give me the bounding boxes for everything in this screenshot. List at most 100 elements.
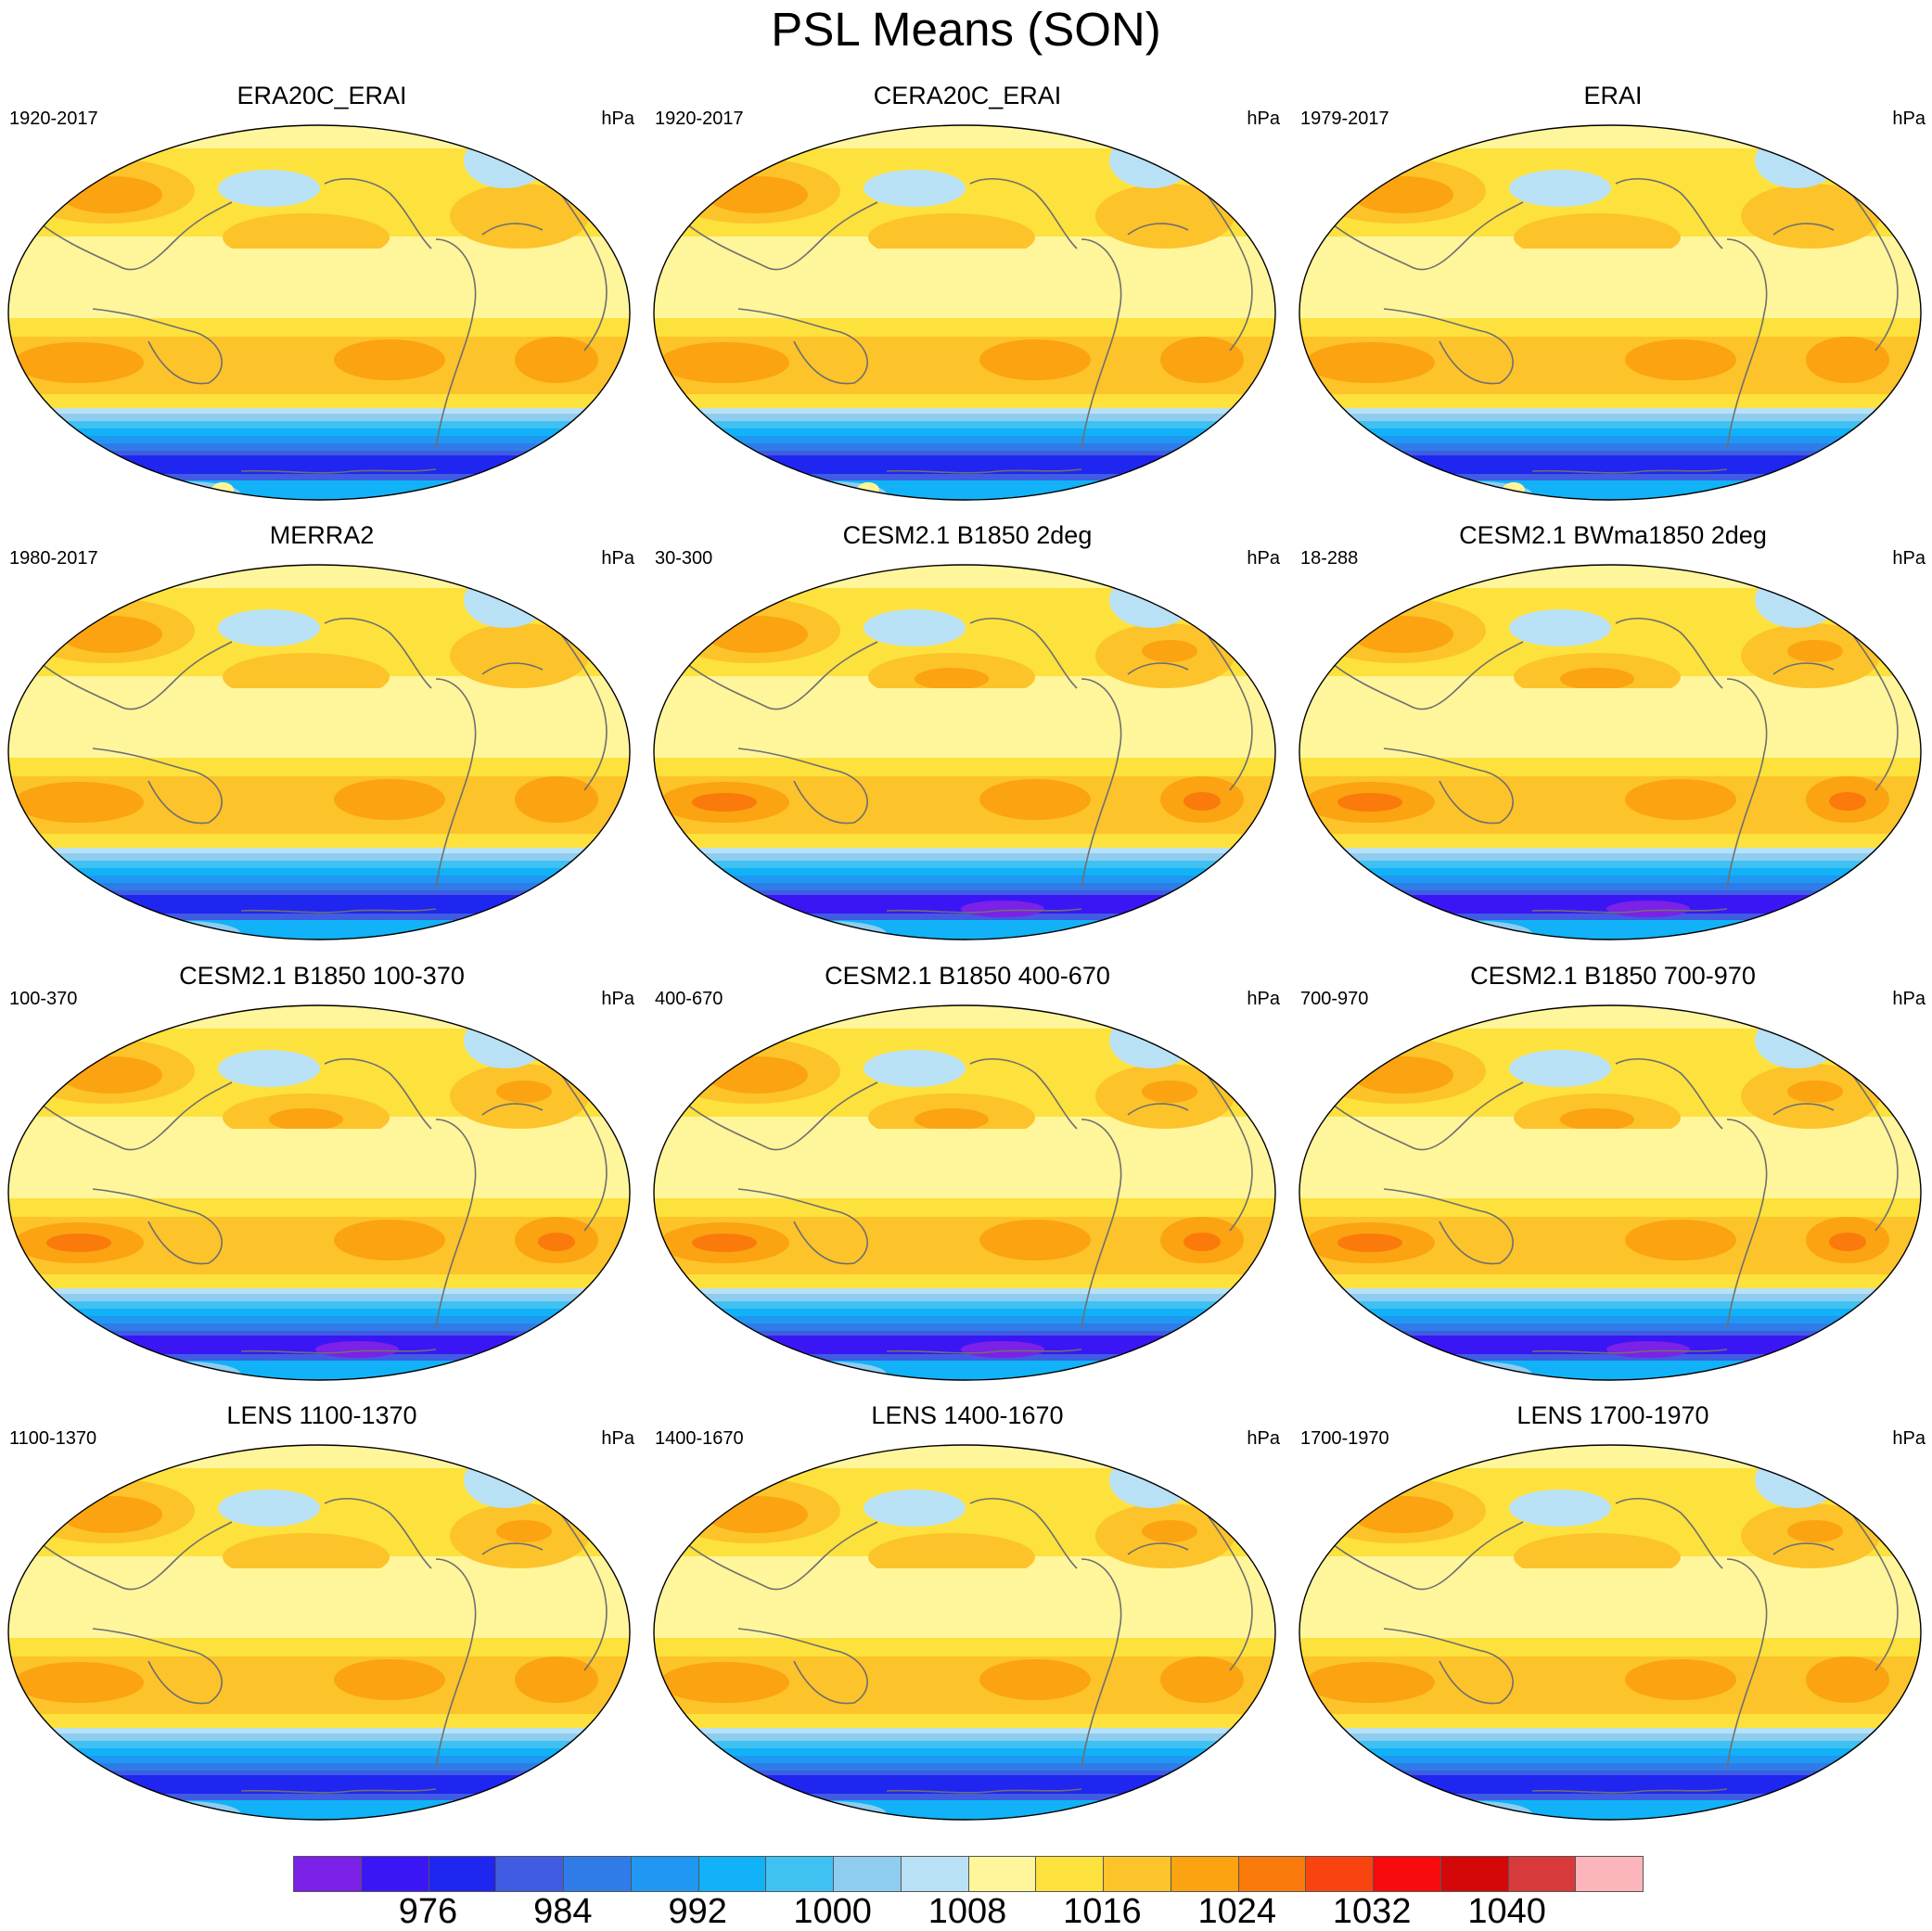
south-atlantic-high-core (1829, 792, 1866, 811)
north-america-coast (1615, 1498, 1723, 1569)
siberian-high-core (706, 1496, 808, 1533)
antarctica (1299, 1800, 1921, 1820)
southern-ocean-band (8, 853, 630, 861)
africa-coast (556, 1068, 608, 1232)
southern-ocean-band (654, 428, 1275, 436)
panel-years: 1979-2017 (1300, 109, 1389, 129)
australia-coast (92, 308, 223, 385)
africa-coast (1201, 627, 1253, 791)
south-pacific-high (334, 1659, 445, 1700)
southern-ocean-band (8, 1748, 630, 1756)
panel-units: hPa (601, 1428, 634, 1449)
southern-ocean-band (654, 1763, 1275, 1772)
south-atlantic-high (1160, 1656, 1244, 1703)
amundsen-low (1606, 1341, 1690, 1358)
southern-ocean-band (1299, 1733, 1921, 1741)
southern-ocean-band (8, 1301, 630, 1309)
africa-coast (1201, 187, 1253, 352)
southern-ocean-band (654, 1741, 1275, 1748)
africa-coast (1847, 1507, 1899, 1671)
southern-ocean-band (8, 1294, 630, 1301)
south-pacific-high (334, 1220, 445, 1260)
southern-ocean-band (8, 1763, 630, 1772)
panel-years: 1920-2017 (9, 109, 98, 129)
psl-map (653, 1004, 1276, 1381)
panel-years: 100-370 (9, 989, 78, 1009)
north-america-coast (324, 1058, 432, 1130)
atlantic-coast (1772, 223, 1835, 236)
panel-units: hPa (1892, 548, 1926, 569)
antarctica-coast (886, 1349, 1082, 1354)
southern-ocean-band (1299, 1316, 1921, 1324)
southern-ocean-band (1299, 1756, 1921, 1763)
southern-ocean-band (8, 1309, 630, 1316)
south-pacific-high (334, 339, 445, 380)
psl-map (1299, 1444, 1922, 1821)
southern-ocean-band (1299, 876, 1921, 883)
north-america-coast (324, 618, 432, 689)
colorbar-tick-label: 992 (668, 1892, 727, 1931)
map-panel: CESM2.1 BWma1850 2deg 18-288 hPa (1291, 521, 1932, 962)
southern-ocean-band (1299, 848, 1921, 857)
australia-coast (737, 748, 868, 825)
southern-ocean-band (654, 883, 1275, 892)
siberian-high-core (706, 1056, 808, 1093)
amundsen-low (961, 1341, 1044, 1358)
asia-coast (36, 1521, 233, 1591)
south-atlantic-high (515, 1656, 598, 1703)
map-panel: CESM2.1 B1850 2deg 30-300 hPa (646, 521, 1289, 962)
southern-ocean-band (8, 868, 630, 876)
panel-title: CESM2.1 BWma1850 2deg (1459, 521, 1767, 549)
aleutian-low (864, 1050, 966, 1087)
antarctica-coast (1531, 468, 1728, 474)
aleutian-low (218, 1050, 320, 1087)
south-pacific-high (979, 1220, 1091, 1260)
colorbar-tick-label: 1040 (1467, 1892, 1546, 1931)
antarctica (8, 480, 630, 500)
azores-high-core (1787, 1520, 1843, 1542)
southern-ocean-band (654, 1288, 1275, 1298)
southern-ocean-band (654, 1309, 1275, 1316)
aleutian-low (218, 170, 320, 207)
siberian-high-core (60, 616, 162, 653)
icelandic-low (1755, 1452, 1838, 1508)
panel-title: LENS 1400-1670 (871, 1401, 1064, 1429)
south-atlantic-high (515, 337, 598, 383)
siberian-high-core (706, 616, 808, 653)
azores-high (450, 623, 589, 688)
circumpolar-trough (1299, 1336, 1921, 1354)
map-panel: ERA20C_ERAI 1920-2017 hPa (0, 82, 644, 522)
antarctica (654, 920, 1275, 940)
antarctica-coast (240, 468, 437, 474)
icelandic-low (1755, 572, 1838, 628)
south-america-coast (435, 1119, 477, 1329)
australia-coast (92, 1188, 223, 1265)
aleutian-low (1509, 170, 1611, 207)
north-america-coast (969, 178, 1078, 249)
colorbar-box (1171, 1857, 1239, 1891)
antarctica-coast (886, 1788, 1082, 1794)
asia-coast (1327, 1521, 1524, 1591)
north-pacific-high-core (915, 668, 989, 690)
southern-ocean-band (1299, 1741, 1921, 1748)
psl-map (7, 124, 631, 501)
colorbar-box (1576, 1857, 1643, 1891)
north-pacific-high-core (915, 1108, 989, 1131)
north-america-coast (969, 1498, 1078, 1569)
indian-ocean-high-core (1337, 1234, 1402, 1252)
colorbar-box (766, 1857, 834, 1891)
map-outline (7, 1004, 631, 1381)
south-atlantic-high (1806, 1656, 1889, 1703)
asia-coast (1327, 641, 1524, 710)
australia-coast (737, 1628, 868, 1705)
antarctica (1299, 1361, 1921, 1380)
southern-ocean-band (8, 414, 630, 421)
australia-coast (1383, 308, 1514, 385)
indian-ocean-high (14, 782, 144, 823)
colorbar-box (496, 1857, 564, 1891)
colorbar-box (1508, 1857, 1577, 1891)
psl-map (653, 564, 1276, 940)
colorbar-tick-label: 984 (533, 1892, 593, 1931)
map-panel: LENS 1100-1370 1100-1370 hPa (0, 1401, 644, 1842)
australia-coast (1383, 748, 1514, 825)
